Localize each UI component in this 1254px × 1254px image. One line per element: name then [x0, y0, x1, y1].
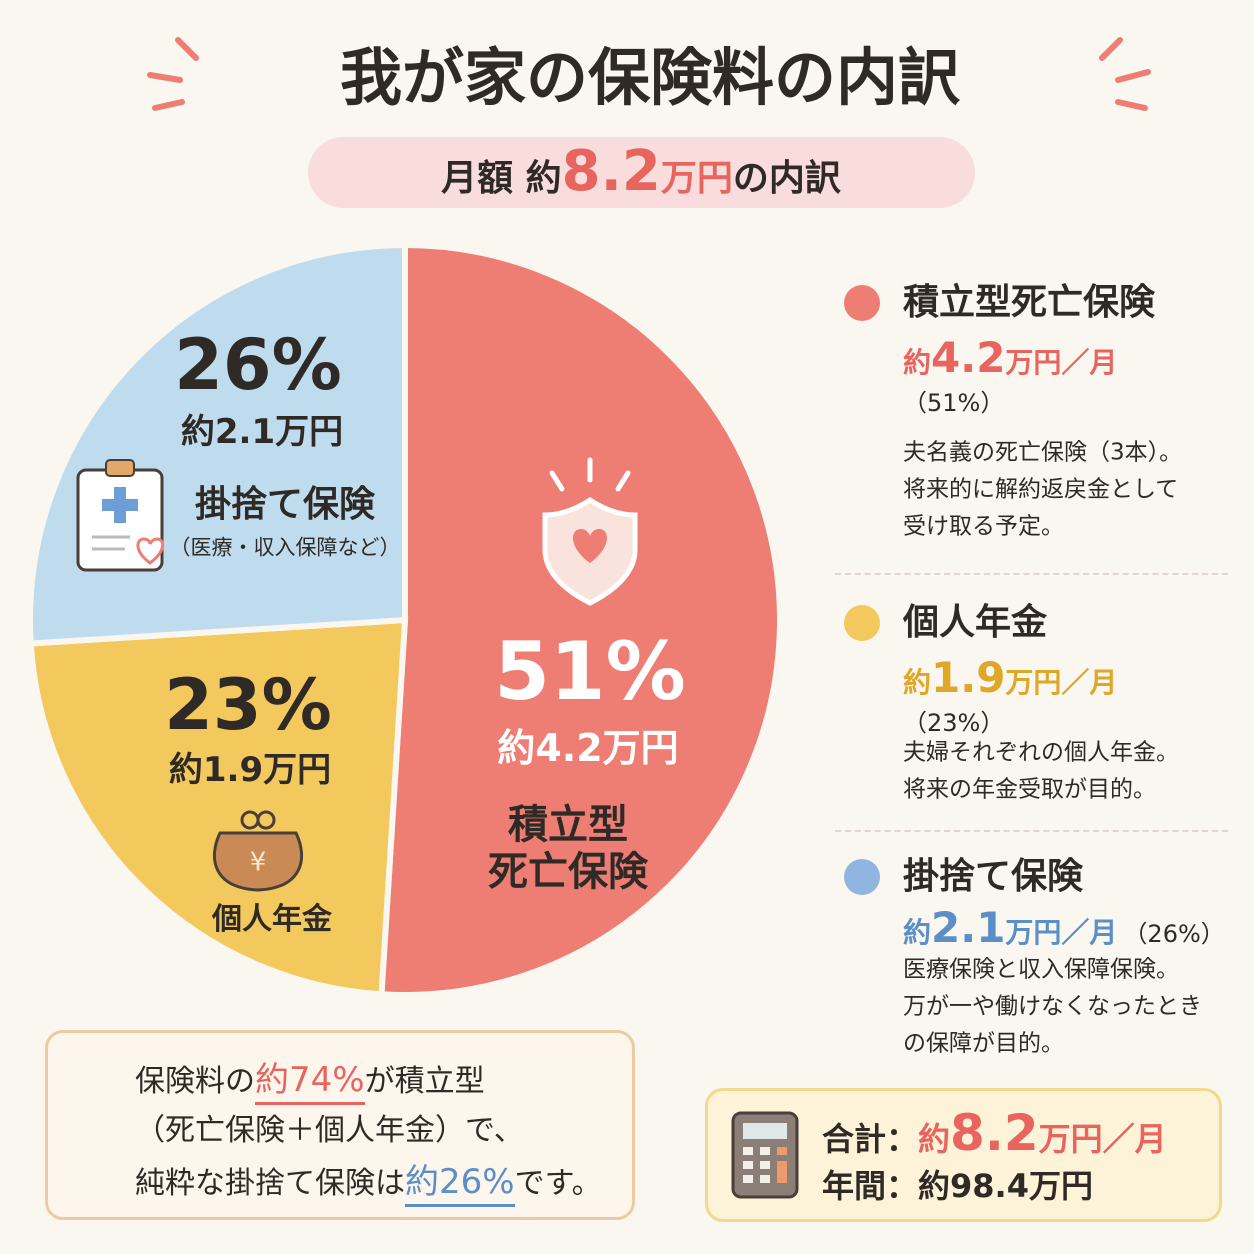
- total-number: 8.2: [950, 1104, 1039, 1162]
- legend-name: 積立型死亡保険: [903, 282, 1156, 323]
- amount-unit: 万円／月: [1005, 666, 1118, 699]
- slice-label: （医療・収入保障など）: [169, 535, 401, 560]
- slice-label: 死亡保険: [488, 849, 648, 895]
- sparkles: [147, 37, 1151, 111]
- legend-percent: （26%）: [1123, 920, 1225, 948]
- amount-label: 約2.1万円: [180, 412, 344, 452]
- subtitle-prefix: 月額 約: [441, 158, 562, 199]
- note-text: （死亡保険＋個人年金）で、: [135, 1113, 524, 1148]
- amount-unit: 万円／月: [1005, 346, 1118, 379]
- legend-amount: 約2.1万円／月 （26%）: [903, 907, 1225, 949]
- legend-percent: （23%）: [903, 709, 1005, 737]
- note-text: が積立型: [364, 1064, 485, 1099]
- value-label: 26%: [174, 324, 342, 406]
- amount-prefix: 約: [903, 346, 932, 379]
- value-label: 51%: [494, 625, 686, 718]
- legend-description: 将来的に解約返戻金として: [903, 476, 1179, 503]
- pie-slice: [378, 241, 783, 998]
- note-text: です。: [514, 1166, 602, 1201]
- note-line: （死亡保険＋個人年金）で、: [135, 1116, 524, 1146]
- legend-name: 個人年金: [903, 602, 1048, 643]
- legend-name: 掛捨て保険: [903, 856, 1084, 897]
- note-highlight: 約74%: [255, 1060, 365, 1105]
- amount-number: 2.1: [931, 903, 1006, 952]
- legend-percent: （51%）: [903, 389, 1005, 417]
- legend-dot: [844, 605, 880, 641]
- total-prefix: 約: [918, 1120, 951, 1158]
- title: 我が家の保険料の内訳: [339, 41, 961, 114]
- total-unit: 万円／月: [1038, 1120, 1167, 1158]
- note-text: 純粋な掛捨て保険は: [135, 1166, 405, 1201]
- legend-description: 受け取る予定。: [903, 513, 1064, 540]
- legend-amount: 約4.2万円／月: [903, 337, 1117, 379]
- legend-amount: 約1.9万円／月: [903, 657, 1117, 699]
- legend-divider: [835, 573, 1228, 575]
- total-monthly: 合計：約8.2万円／月: [822, 1108, 1167, 1158]
- legend-dot: [844, 859, 880, 895]
- subtitle-suffix: の内訳: [732, 158, 841, 199]
- value-label: 23%: [164, 664, 332, 746]
- legend-dot: [844, 285, 880, 321]
- amount-prefix: 約: [903, 916, 932, 949]
- amount-label: 約1.9万円: [168, 750, 332, 790]
- slices: [27, 241, 783, 998]
- legend-description: 夫名義の死亡保険（3本）。: [903, 439, 1183, 466]
- slice-label: 個人年金: [212, 902, 332, 937]
- slice-label: 積立型: [508, 802, 628, 848]
- legend-divider: [835, 830, 1228, 832]
- subtitle: 月額 約8.2万円の内訳: [441, 144, 841, 200]
- note-line: 保険料の約74%が積立型: [135, 1060, 485, 1105]
- total-annual: 年間：約98.4万円: [822, 1170, 1093, 1202]
- legend-description: 夫婦それぞれの個人年金。: [903, 739, 1179, 766]
- subtitle-unit: 万円: [660, 158, 733, 199]
- pie-slice: [27, 616, 409, 998]
- legend-description: の保障が目的。: [903, 1030, 1064, 1057]
- amount-prefix: 約: [903, 666, 932, 699]
- subtitle-pill: [308, 137, 975, 208]
- amount-unit: 万円／月: [1005, 916, 1118, 949]
- annual-value: 約98.4万円: [918, 1167, 1093, 1205]
- annual-label: 年間：: [822, 1167, 919, 1205]
- note-box: [45, 1030, 635, 1220]
- amount-number: 1.9: [931, 653, 1006, 702]
- legend-description: 医療保険と収入保障保険。: [903, 956, 1179, 983]
- legend-description: 万が一や働けなくなったとき: [903, 993, 1202, 1020]
- amount-number: 4.2: [931, 333, 1006, 382]
- subtitle-amount: 8.2: [561, 139, 661, 204]
- legend-description: 将来の年金受取が目的。: [903, 776, 1156, 803]
- slice-label: 掛捨て保険: [194, 484, 376, 525]
- note-highlight: 約26%: [405, 1162, 515, 1207]
- total-label: 合計：: [822, 1120, 919, 1158]
- note-text: 保険料の: [135, 1064, 255, 1099]
- note-line: 純粋な掛捨て保険は約26%です。: [135, 1162, 602, 1207]
- amount-label: 約4.2万円: [497, 726, 679, 770]
